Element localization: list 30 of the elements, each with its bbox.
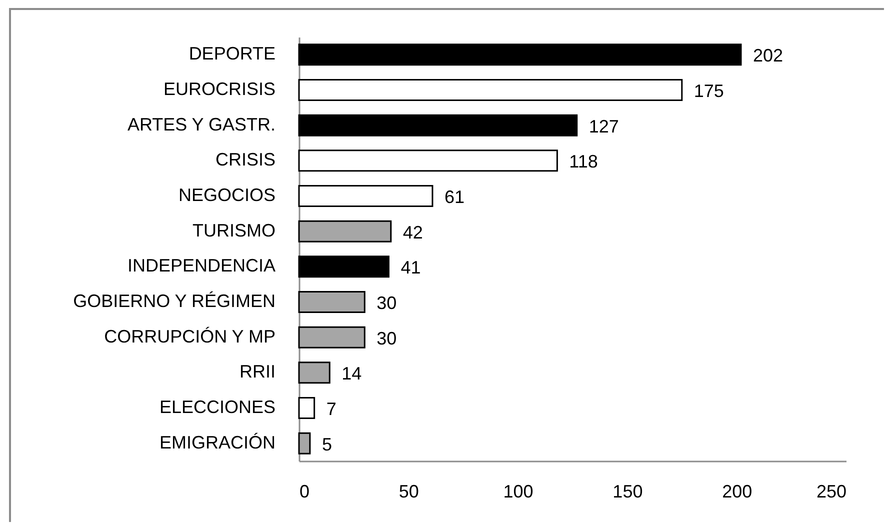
data-label: 30: [376, 293, 397, 313]
y-tick-label: CORRUPCIÓN Y MP: [104, 326, 276, 346]
data-label: 118: [569, 152, 598, 172]
y-tick-label: EUROCRISIS: [163, 79, 276, 99]
data-label: 127: [588, 116, 619, 136]
data-label: 5: [322, 434, 332, 454]
data-label: 41: [400, 258, 421, 278]
data-label: 42: [402, 222, 423, 242]
data-label: 61: [444, 187, 464, 207]
y-tick-label: INDEPENDENCIA: [127, 256, 276, 276]
data-label: 202: [752, 46, 784, 66]
y-tick-label: DEPORTE: [188, 44, 276, 64]
y-tick-label: EMIGRACIÓN: [159, 432, 276, 452]
y-tick-label: NEGOCIOS: [178, 185, 276, 205]
x-tick-label: 250: [816, 482, 846, 502]
data-label: 175: [694, 81, 724, 101]
data-label: 30: [376, 328, 397, 348]
x-tick-label: 200: [722, 482, 752, 502]
data-label: 14: [342, 364, 362, 384]
x-tick-label: 50: [398, 482, 419, 502]
data-label: 7: [326, 399, 336, 419]
y-tick-label: GOBIERNO Y RÉGIMEN: [73, 291, 276, 311]
x-tick-label: 100: [503, 482, 534, 502]
y-tick-label: ELECCIONES: [159, 397, 276, 417]
y-tick-label: TURISMO: [192, 220, 276, 240]
x-tick-label: 150: [612, 482, 643, 502]
y-tick-label: CRISIS: [215, 150, 276, 170]
y-tick-label: RRII: [240, 362, 276, 382]
x-tick-label: 0: [300, 482, 310, 502]
y-tick-label: ARTES Y GASTR.: [127, 114, 276, 134]
